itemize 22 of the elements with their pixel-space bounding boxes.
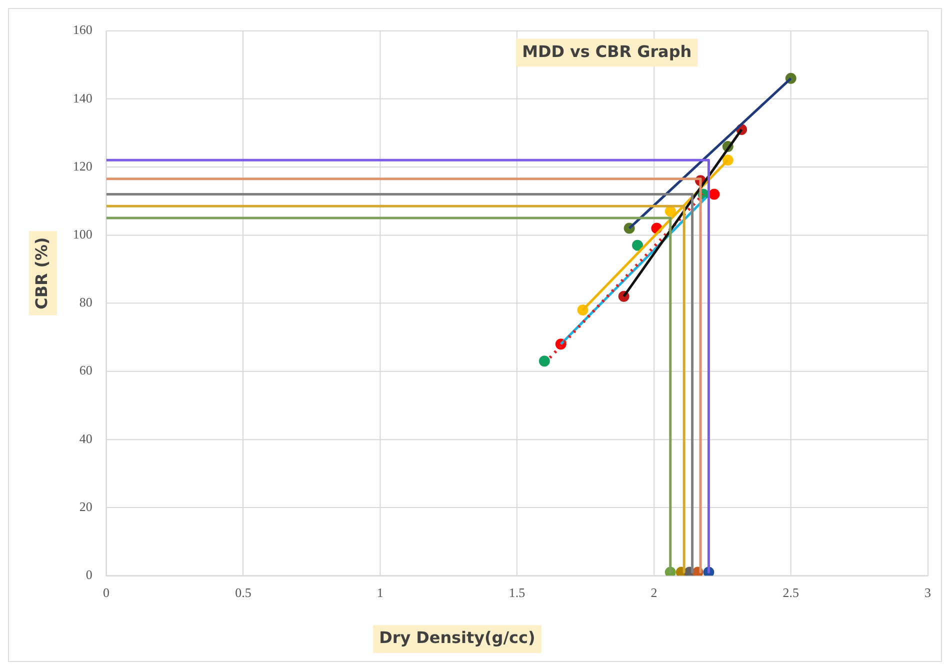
y-tick-label: 120: [72, 158, 92, 174]
x-tick-label: 0.5: [235, 584, 252, 600]
x-tick-label: 2: [650, 584, 658, 600]
point: [538, 356, 550, 367]
text: MDD vs CBR Graph: [522, 42, 692, 61]
y-tick-label: 60: [79, 362, 92, 378]
y-axis-title: CBR (%): [32, 237, 52, 310]
point: [708, 188, 720, 200]
x-tick-label: 1.5: [508, 584, 526, 600]
y-tick-label: 0: [86, 567, 92, 582]
y-tick-label: 20: [79, 498, 92, 514]
point: [632, 240, 644, 251]
y-tick-label: 40: [79, 430, 92, 446]
y-tick-label: 140: [72, 90, 92, 106]
x-tick-label: 3: [924, 584, 932, 600]
x-axis-title: Dry Density(g/cc): [379, 628, 536, 648]
y-tick-label: 160: [72, 22, 92, 38]
y-tick-label: 80: [79, 294, 92, 310]
x-tick-label: 1: [376, 584, 384, 600]
y-tick-label: 100: [72, 226, 92, 242]
x-tick-label: 2.5: [782, 584, 799, 600]
x-tick-label: 0: [103, 584, 110, 600]
